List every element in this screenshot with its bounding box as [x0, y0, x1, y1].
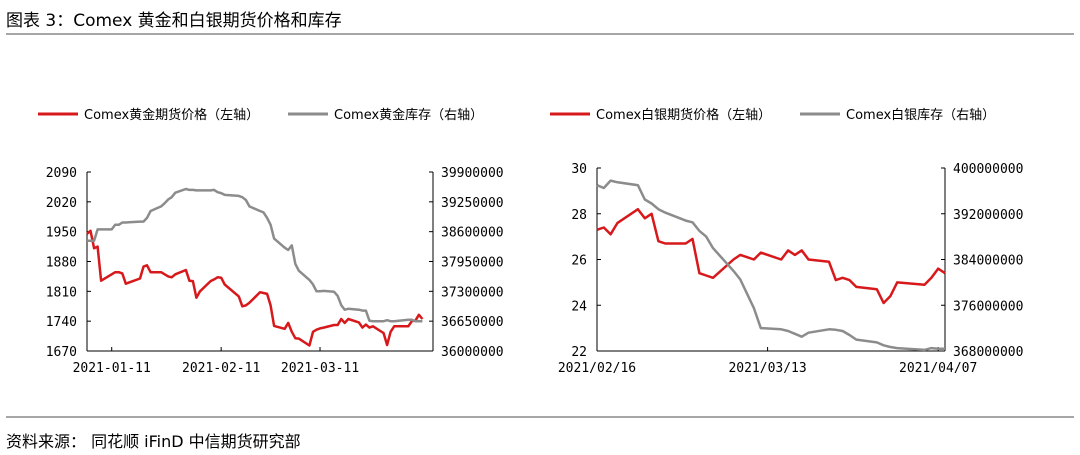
y-left-tick-label: 22: [571, 345, 587, 360]
source-note: 资料来源： 同花顺 iFinD 中信期货研究部: [6, 432, 301, 451]
x-tick-label: 2021-01-11: [73, 361, 151, 376]
x-tick-label: 2021/04/07: [899, 361, 977, 376]
x-tick-label: 2021-02-11: [182, 361, 260, 376]
y-right-tick-label: 376000000: [953, 299, 1023, 314]
legend-label-price: Comex黄金期货价格（左轴）: [84, 107, 259, 123]
y-left-tick-label: 1880: [46, 256, 77, 271]
y-left-tick-label: 28: [571, 208, 587, 223]
y-right-tick-label: 400000000: [953, 162, 1023, 177]
legend-label-inventory: Comex白银库存（右轴）: [846, 107, 995, 123]
y-right-tick-label: 36000000: [441, 345, 504, 360]
y-left-tick-label: 1740: [46, 315, 77, 330]
figure-title: 图表 3：Comex 黄金和白银期货价格和库存: [6, 11, 342, 31]
y-right-tick-label: 39900000: [441, 166, 504, 181]
y-left-tick-label: 2020: [46, 196, 77, 211]
y-left-tick-label: 24: [571, 299, 587, 314]
x-tick-label: 2021/03/13: [728, 361, 806, 376]
price-series-line: [596, 207, 946, 305]
y-right-tick-label: 392000000: [953, 208, 1023, 223]
y-left-tick-label: 30: [571, 162, 587, 177]
inventory-series-line: [87, 187, 423, 323]
top-rule: [6, 33, 1074, 35]
legend-label-price: Comex白银期货价格（左轴）: [596, 107, 771, 123]
x-tick-label: 2021/02/16: [558, 361, 636, 376]
y-left-tick-label: 1670: [46, 345, 77, 360]
legend-label-inventory: Comex黄金库存（右轴）: [334, 107, 483, 123]
y-right-tick-label: 38600000: [441, 226, 504, 241]
y-left-tick-label: 1810: [46, 285, 77, 300]
y-right-tick-label: 384000000: [953, 254, 1023, 269]
y-left-tick-label: 2090: [46, 166, 77, 181]
y-right-tick-label: 36650000: [441, 315, 504, 330]
y-left-tick-label: 26: [571, 254, 587, 269]
bottom-rule: [6, 416, 1074, 418]
chart-gold: 2090 2020 1950 1880 1810 1740 1670 39900000 3925…: [38, 107, 504, 376]
price-series-line: [86, 229, 424, 347]
y-right-tick-label: 37300000: [441, 285, 504, 300]
y-left-tick-label: 1950: [46, 226, 77, 241]
y-right-tick-label: 368000000: [953, 345, 1023, 360]
inventory-series-line: [596, 179, 945, 352]
x-tick-label: 2021-03-11: [281, 361, 359, 376]
chart-silver: 30 28 26 24 22 400000000 392000000 384000000 376…: [550, 107, 1023, 376]
y-right-tick-label: 37950000: [441, 256, 504, 271]
y-right-tick-label: 39250000: [441, 196, 504, 211]
